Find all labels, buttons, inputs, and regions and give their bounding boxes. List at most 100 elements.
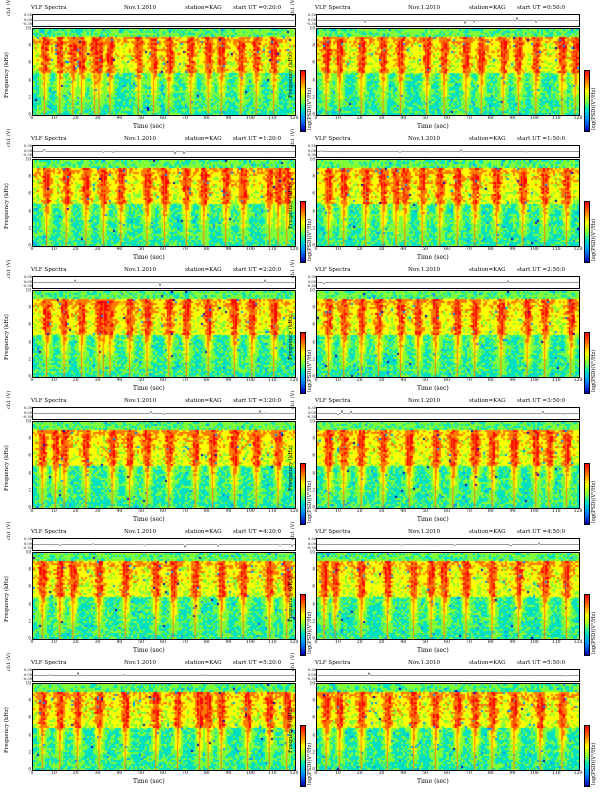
ch1-tick-label: 0.30 [307, 13, 316, 17]
frequency-tick-label: 6 [28, 59, 31, 65]
frequency-tick-label: 8 [28, 435, 31, 441]
spectrogram-plot [32, 683, 296, 771]
time-tick-label: 30 [94, 247, 101, 252]
panel-station: station=KAG [469, 398, 506, 404]
panel-station: station=KAG [469, 5, 506, 11]
panel-title: VLF Spectra [31, 660, 67, 666]
spectrogram-heatmap [33, 553, 295, 639]
spectrogram-plot [32, 290, 296, 378]
time-tick-label: 20 [72, 640, 79, 645]
time-tick-label: 80 [487, 247, 494, 252]
panel-date: Nov.1.2010 [124, 267, 157, 273]
time-tick-label: 50 [138, 640, 145, 645]
time-tick-label: 120 [289, 640, 299, 645]
ch1-tick-label: 0.00 [307, 410, 316, 415]
frequency-axis-label: Frequency (kHz) [288, 707, 294, 753]
time-tick-label: 50 [422, 116, 429, 121]
panel-start-ut: start UT =4:20:0 [233, 529, 282, 535]
time-axis-label: Time (sec) [417, 778, 449, 785]
time-tick-label: 100 [529, 509, 539, 514]
panel-start-ut: start UT =5:20:0 [233, 660, 282, 666]
panel-title: VLF Spectra [315, 660, 351, 666]
time-tick-label: 90 [225, 509, 232, 514]
ch1-line [33, 148, 295, 155]
frequency-axis-label: Frequency (kHz) [4, 52, 10, 98]
spectrogram-panel: VLF Spectra Nov.1.2010 station=KAG start UT… [288, 0, 597, 132]
time-tick-label: 70 [465, 509, 472, 514]
spectrogram-plot [316, 290, 580, 378]
spectrogram-heatmap [33, 684, 295, 770]
time-tick-label: 50 [422, 378, 429, 383]
ch1-waveform [32, 145, 296, 158]
time-tick-label: 50 [422, 509, 429, 514]
time-axis-label: Time (sec) [133, 778, 165, 785]
panel-start-ut: start UT =3:20:0 [233, 398, 282, 404]
time-tick-label: 20 [356, 771, 363, 776]
frequency-tick-label: 6 [28, 452, 31, 458]
frequency-tick-label: 0 [312, 635, 315, 641]
time-tick-label: 70 [465, 378, 472, 383]
panel-station: station=KAG [185, 5, 222, 11]
frequency-tick-label: 0 [28, 242, 31, 248]
time-tick-label: 10 [334, 509, 341, 514]
panel-header: VLF Spectra Nov.1.2010 station=KAG start UT… [28, 528, 298, 536]
time-tick-label: 0 [314, 771, 318, 776]
colorbar [584, 332, 590, 394]
panel-date: Nov.1.2010 [408, 660, 441, 666]
ch1-tick-label: 0.00 [307, 279, 316, 284]
frequency-tick-label: 8 [312, 173, 315, 179]
time-tick-label: 40 [116, 378, 123, 383]
time-tick-label: 10 [334, 378, 341, 383]
ch1-tick-label: 0.00 [307, 17, 316, 22]
frequency-tick-label: 4 [28, 470, 31, 476]
time-tick-label: 80 [487, 116, 494, 121]
frequency-tick-label: 10 [25, 549, 31, 555]
time-tick-label: 80 [203, 247, 210, 252]
frequency-axis-label: Frequency (kHz) [288, 576, 294, 622]
time-tick-label: 0 [30, 509, 34, 514]
panel-start-ut: start UT =0:50:0 [517, 5, 566, 11]
time-tick-label: 10 [50, 771, 57, 776]
time-tick-label: 0 [314, 640, 318, 645]
time-axis-label: Time (sec) [133, 123, 165, 130]
ch1-axis-label: ch1 (V) [6, 128, 12, 147]
ch1-tick-label: -0.30 [22, 284, 32, 288]
ch1-trace [317, 16, 579, 25]
ch1-axis-label: ch1 (V) [290, 390, 296, 409]
time-tick-label: 110 [267, 509, 277, 514]
time-tick-label: 80 [203, 771, 210, 776]
spectrogram-panel: VLF Spectra Nov.1.2010 station=KAG start UT… [4, 129, 313, 263]
time-tick-label: 80 [203, 509, 210, 514]
ch1-tick-label: 0.30 [307, 144, 316, 148]
time-axis-label: Time (sec) [417, 123, 449, 130]
spectrogram-plot [316, 421, 580, 509]
frequency-tick-label: 4 [28, 77, 31, 83]
spectrogram-panel: VLF Spectra Nov.1.2010 station=KAG start UT… [288, 522, 597, 656]
panel-date: Nov.1.2010 [124, 398, 157, 404]
ch1-tick-label: -0.30 [22, 546, 32, 550]
ch1-tick-label: 0.00 [307, 541, 316, 546]
time-tick-label: 60 [444, 509, 450, 514]
time-tick-label: 100 [529, 378, 539, 383]
time-axis-label: Time (sec) [417, 516, 449, 523]
panel-station: station=KAG [185, 529, 222, 535]
time-tick-label: 100 [529, 640, 539, 645]
spectrogram-plot [32, 28, 296, 116]
time-tick-label: 80 [487, 509, 494, 514]
panel-title: VLF Spectra [31, 5, 67, 11]
ch1-tick-label: 0.30 [307, 275, 316, 279]
panel-header: VLF Spectra Nov.1.2010 station=KAG start UT… [312, 397, 582, 405]
frequency-tick-label: 4 [312, 77, 315, 83]
time-tick-label: 100 [245, 640, 255, 645]
frequency-axis-label: Frequency (kHz) [288, 445, 294, 491]
time-tick-label: 80 [487, 771, 494, 776]
time-tick-label: 80 [203, 116, 210, 121]
frequency-tick-label: 10 [309, 156, 315, 162]
panel-date: Nov.1.2010 [124, 529, 157, 535]
colorbar [300, 463, 306, 525]
time-tick-label: 100 [529, 247, 539, 252]
time-tick-label: 90 [509, 771, 516, 776]
time-axis-label: Time (sec) [133, 647, 165, 654]
time-tick-label: 90 [509, 640, 516, 645]
spectrogram-heatmap [317, 553, 579, 639]
